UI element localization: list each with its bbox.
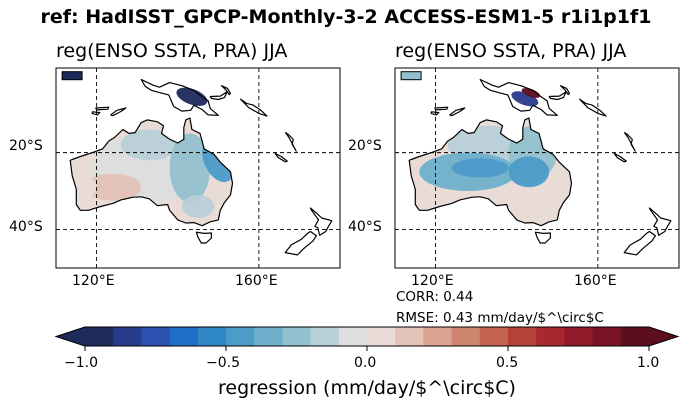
colorbar-swatch bbox=[451, 327, 481, 346]
coast-flores bbox=[434, 106, 449, 111]
coast-flores bbox=[95, 106, 110, 111]
ytick-40s-left: 40°S bbox=[9, 219, 43, 235]
figure-suptitle: ref: HadISST_GPCP-Monthly-3-2 ACCESS-ESM… bbox=[40, 6, 652, 28]
coast-solomon-islands bbox=[240, 98, 268, 117]
xtick-160e-right: 160°E bbox=[574, 273, 617, 289]
ytick-20s-right: 20°S bbox=[348, 138, 382, 154]
cb-tick-0: 0.0 bbox=[354, 355, 377, 371]
xtick-120e-right: 120°E bbox=[411, 273, 454, 289]
colorbar-swatch bbox=[113, 327, 142, 346]
colorbar-label: regression (mm/day/$^\circ$C) bbox=[218, 377, 516, 399]
colorbar-extend-min bbox=[56, 327, 85, 346]
colorbar-swatch bbox=[564, 327, 593, 346]
field-shading bbox=[419, 125, 558, 191]
colorbar-swatch bbox=[479, 327, 509, 346]
colorbar-swatch bbox=[226, 327, 255, 346]
colorbar-swatch bbox=[197, 327, 227, 346]
coast-new-britain bbox=[209, 91, 228, 101]
coast-new-ireland bbox=[220, 85, 232, 96]
xtick-120e-left: 120°E bbox=[72, 273, 115, 289]
colorbar-swatch bbox=[620, 327, 650, 346]
axes-frame-left bbox=[55, 67, 341, 269]
contour-western-australia-west bbox=[72, 175, 97, 199]
map-panel-right bbox=[395, 68, 679, 268]
colorbar bbox=[54, 326, 680, 351]
colorbar-swatch bbox=[367, 327, 396, 346]
coast-australia bbox=[69, 117, 234, 227]
cb-tick-m1: −1.0 bbox=[64, 355, 98, 371]
colorbar-swatch bbox=[169, 327, 199, 346]
ytick-20s-left: 20°S bbox=[9, 138, 43, 154]
coast-java-borneo bbox=[61, 71, 83, 81]
coast-sumba bbox=[91, 111, 101, 116]
cb-tick-1: 1.0 bbox=[637, 355, 660, 371]
map-panel-left bbox=[56, 68, 340, 268]
colorbar-swatch bbox=[338, 327, 368, 346]
xtick-160e-left: 160°E bbox=[235, 273, 278, 289]
contour-new-guinea-south bbox=[511, 91, 539, 107]
contour-eastern-interior bbox=[169, 133, 211, 203]
contour-new-guinea-island bbox=[176, 87, 208, 106]
coast-java-borneo bbox=[400, 71, 422, 81]
colorbar-swatch bbox=[536, 327, 565, 346]
colorbar-swatch bbox=[310, 327, 340, 346]
colorbar-swatch bbox=[254, 327, 283, 346]
coast-solomon-islands bbox=[579, 98, 607, 117]
contour-new-guinea-north bbox=[521, 88, 541, 98]
coast-nz-south bbox=[623, 230, 657, 256]
contour-central-belt bbox=[451, 158, 509, 178]
colorbar-swatch bbox=[508, 327, 537, 346]
coast-new-guinea bbox=[140, 78, 219, 116]
axes-frame-right bbox=[394, 67, 680, 269]
coast-new-caledonia bbox=[274, 152, 288, 163]
coast-tasmania bbox=[534, 231, 551, 244]
cb-tick-05: 0.5 bbox=[496, 355, 519, 371]
corr-label: CORR: 0.44 bbox=[396, 289, 474, 305]
colorbar-swatch bbox=[395, 327, 424, 346]
coast-nz-north bbox=[309, 207, 333, 236]
coast-nz-south bbox=[284, 230, 318, 256]
contour-southern-interior bbox=[84, 173, 142, 201]
coast-tasmania bbox=[195, 231, 212, 244]
contour-southeast bbox=[181, 195, 215, 218]
coast-nz-north bbox=[648, 207, 672, 236]
coast-sumba bbox=[430, 111, 440, 116]
colorbar-swatch bbox=[282, 327, 311, 346]
coast-australia bbox=[408, 117, 573, 227]
contour-northern-territory-interior bbox=[120, 129, 178, 161]
panel-left-title: reg(ENSO SSTA, PRA) JJA bbox=[56, 40, 288, 62]
colorbar-swatch bbox=[592, 327, 622, 346]
colorbar-extend-max bbox=[649, 327, 678, 346]
coast-vanuatu bbox=[624, 132, 636, 152]
ytick-40s-right: 40°S bbox=[348, 219, 382, 235]
coast-new-guinea bbox=[479, 78, 558, 116]
coast-timor bbox=[110, 107, 127, 117]
panel-right-title: reg(ENSO SSTA, PRA) JJA bbox=[395, 40, 627, 62]
contour-central-belt bbox=[508, 156, 550, 188]
colorbar-swatch bbox=[85, 327, 114, 346]
coast-new-ireland bbox=[559, 85, 571, 96]
coast-new-britain bbox=[548, 91, 567, 101]
coast-timor bbox=[449, 107, 466, 117]
colorbar-swatch bbox=[423, 327, 452, 346]
colorbar-swatch bbox=[141, 327, 170, 346]
cb-tick-m05: −0.5 bbox=[206, 355, 240, 371]
rmse-label: RMSE: 0.43 mm/day/$^\circ$C bbox=[396, 310, 604, 326]
coast-new-caledonia bbox=[613, 152, 627, 163]
coast-vanuatu bbox=[285, 132, 297, 152]
